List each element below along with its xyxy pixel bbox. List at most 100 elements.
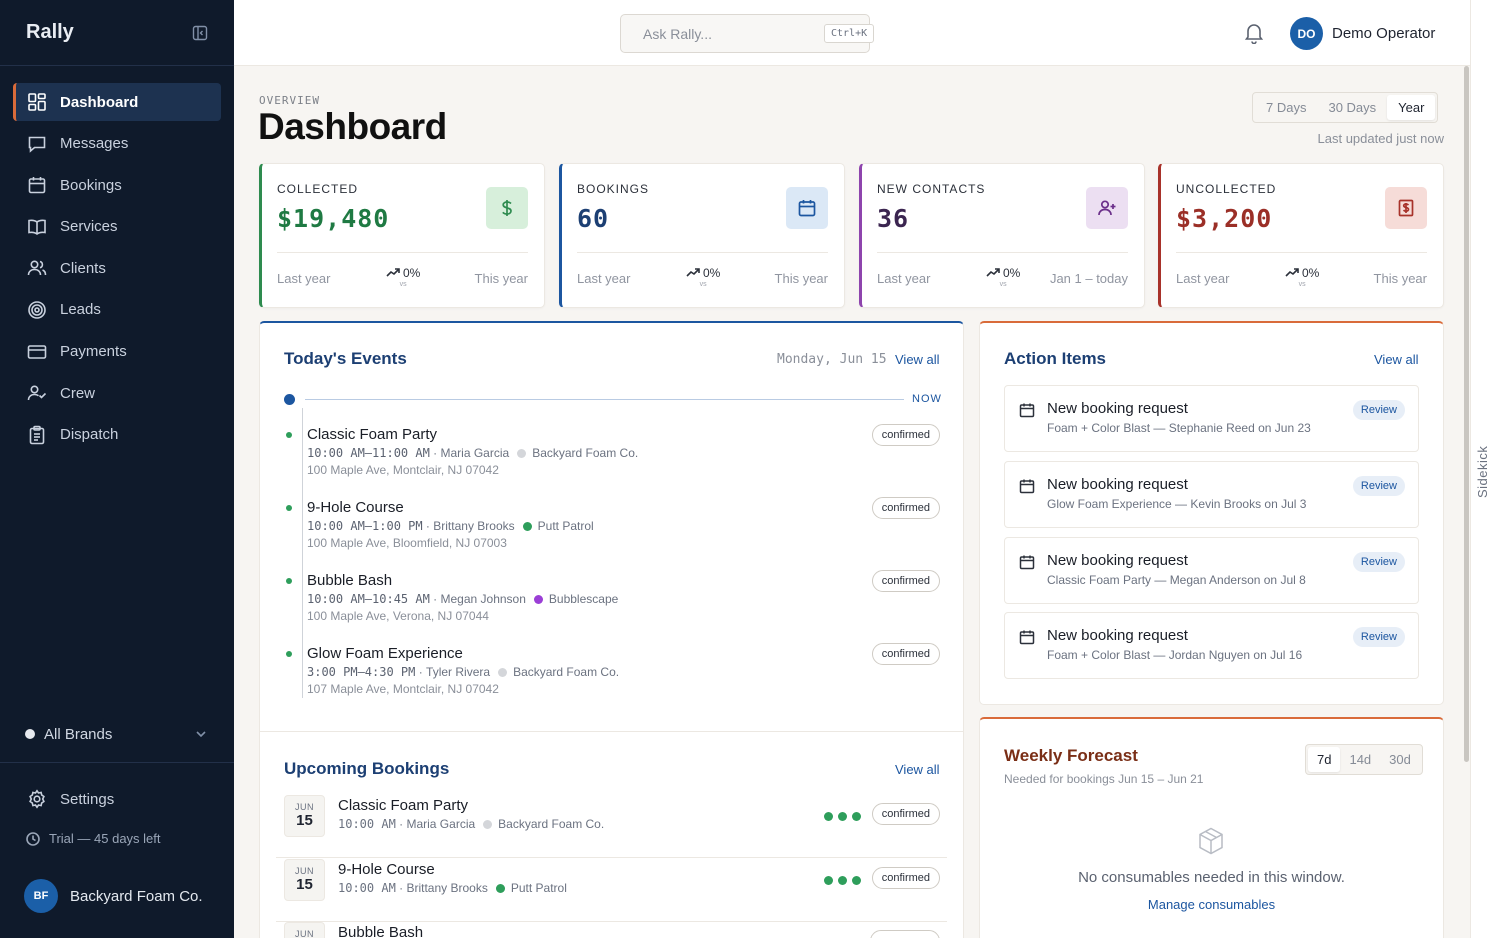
range-30-days[interactable]: 30 Days (1328, 100, 1377, 115)
trend-vs: vs (699, 281, 707, 288)
event-item[interactable]: Bubble Bash 10:00 AM–10:45 AM · Megan Jo… (284, 570, 940, 636)
stat-value: 36 (877, 204, 910, 233)
brand-filter-select[interactable]: All Brands (13, 718, 221, 750)
sidebar-item-crew[interactable]: Crew (13, 374, 221, 412)
action-item[interactable]: New booking request Foam + Color Blast —… (1004, 612, 1419, 679)
user-menu[interactable]: DO Demo Operator (1290, 17, 1435, 50)
sidebar-item-dashboard[interactable]: Dashboard (13, 83, 221, 121)
range-year[interactable]: Year (1387, 95, 1436, 120)
event-item[interactable]: 9-Hole Course 10:00 AM–1:00 PM · Brittan… (284, 497, 940, 563)
range-14d[interactable]: 14d (1349, 752, 1372, 767)
brand-filter-label: All Brands (44, 725, 113, 743)
action-items-view-all-link[interactable]: View all (1374, 352, 1419, 367)
event-title: Glow Foam Experience (307, 645, 463, 662)
calendar-icon (1019, 630, 1035, 645)
event-address: 100 Maple Ave, Bloomfield, NJ 07003 (307, 536, 507, 550)
range-7-days[interactable]: 7 Days (1266, 100, 1307, 115)
app-logo: Rally (26, 21, 74, 43)
stat-icon-box (786, 187, 828, 229)
events-view-all-link[interactable]: View all (895, 352, 940, 367)
stat-compare-left: Last year (877, 271, 931, 286)
now-line (305, 399, 904, 400)
trend-value: 0% (1003, 266, 1021, 280)
stat-trend: 0% vs (386, 266, 420, 288)
bell-icon[interactable] (1244, 22, 1264, 44)
user-name: Demo Operator (1332, 25, 1436, 42)
review-button[interactable]: Review (1352, 627, 1405, 647)
action-title: New booking request (1047, 476, 1188, 493)
booking-meta: 10:00 AM · Brittany Brooks Putt Patrol (338, 881, 567, 895)
sidebar-nav: Dashboard Messages Bookings Services Cli… (0, 66, 234, 454)
stat-trend: 0% vs (1285, 266, 1319, 288)
booking-row[interactable]: JUN Bubble Bash (276, 922, 947, 938)
stat-card-new-contacts[interactable]: NEW CONTACTS 36 Last year 0% vs Jan 1 – … (859, 163, 1145, 308)
sidebar-item-services[interactable]: Services (13, 208, 221, 246)
event-bullet (286, 651, 292, 657)
sidebar: Rally Dashboard Messages Bookings Servic… (0, 0, 234, 938)
action-title: New booking request (1047, 400, 1188, 417)
action-item[interactable]: New booking request Classic Foam Party —… (1004, 537, 1419, 604)
brand-dot (25, 729, 35, 739)
calendar-icon (1019, 403, 1035, 418)
event-item[interactable]: Glow Foam Experience 3:00 PM–4:30 PM · T… (284, 643, 940, 709)
event-address: 100 Maple Ave, Verona, NJ 07044 (307, 609, 489, 623)
users-icon (27, 260, 47, 276)
action-item[interactable]: New booking request Foam + Color Blast —… (1004, 385, 1419, 452)
action-title: New booking request (1047, 627, 1188, 644)
topbar: Ctrl+K DO Demo Operator (234, 0, 1470, 66)
stat-divider (877, 252, 1128, 253)
calendar-icon (28, 177, 46, 194)
review-button[interactable]: Review (1352, 476, 1405, 496)
status-badge (870, 930, 940, 938)
search-box[interactable]: Ctrl+K (620, 14, 875, 53)
sidebar-item-messages[interactable]: Messages (13, 125, 221, 163)
action-item[interactable]: New booking request Glow Foam Experience… (1004, 461, 1419, 528)
avatar: DO (1290, 17, 1323, 50)
status-badge: confirmed (871, 497, 940, 519)
account-switcher[interactable]: BF Backyard Foam Co. (24, 879, 203, 913)
brand-dot (498, 667, 508, 677)
booking-row[interactable]: JUN 15 9-Hole Course 10:00 AM · Brittany… (276, 859, 947, 922)
sidebar-item-settings[interactable]: Settings (13, 780, 221, 818)
booking-row[interactable]: JUN 15 Classic Foam Party 10:00 AM · Mar… (276, 795, 947, 858)
action-title: New booking request (1047, 552, 1188, 569)
date-range-toggle: 7 Days 30 Days Year (1252, 92, 1439, 123)
status-badge: confirmed (871, 803, 940, 825)
account-name: Backyard Foam Co. (70, 887, 203, 905)
collapse-sidebar-icon[interactable] (192, 25, 208, 41)
stat-icon-box (1385, 187, 1427, 229)
event-item[interactable]: Classic Foam Party 10:00 AM–11:00 AM · M… (284, 424, 940, 490)
sidebar-item-bookings[interactable]: Bookings (13, 166, 221, 204)
upcoming-view-all-link[interactable]: View all (895, 762, 940, 777)
brand-dot (483, 819, 493, 829)
stat-card-collected[interactable]: COLLECTED $19,480 Last year 0% vs This y… (259, 163, 545, 308)
sidebar-item-leads[interactable]: Leads (13, 291, 221, 329)
booking-date: JUN 15 (284, 859, 325, 901)
events-date: Monday, Jun 15 (777, 352, 887, 367)
settings-label: Settings (60, 790, 115, 808)
scrollbar[interactable] (1464, 66, 1469, 762)
trend-vs: vs (1298, 281, 1306, 288)
sidekick-rail[interactable]: Sidekick (1470, 0, 1500, 938)
search-input[interactable] (643, 25, 824, 42)
review-button[interactable]: Review (1352, 400, 1405, 420)
stat-card-uncollected[interactable]: UNCOLLECTED $3,200 Last year 0% vs This … (1158, 163, 1444, 308)
action-subtitle: Foam + Color Blast — Stephanie Reed on J… (1047, 421, 1311, 435)
range-7d[interactable]: 7d (1308, 747, 1341, 772)
trend-up-icon (986, 268, 1000, 277)
review-button[interactable]: Review (1352, 552, 1405, 572)
stat-divider (277, 252, 528, 253)
sidebar-item-dispatch[interactable]: Dispatch (13, 416, 221, 454)
manage-consumables-link[interactable]: Manage consumables (1147, 897, 1276, 912)
range-30d[interactable]: 30d (1389, 752, 1411, 767)
stat-card-bookings[interactable]: BOOKINGS 60 Last year 0% vs This year (559, 163, 845, 308)
stat-compare-right: This year (1373, 271, 1427, 286)
stat-compare-right: Jan 1 – today (1049, 271, 1128, 286)
booking-time: 10:00 AM (338, 817, 396, 831)
sidebar-item-clients[interactable]: Clients (13, 249, 221, 287)
event-title: 9-Hole Course (307, 499, 404, 516)
dollar-icon (502, 200, 512, 216)
sidebar-item-payments[interactable]: Payments (13, 333, 221, 371)
trend-up-icon (386, 268, 400, 277)
events-title: Today's Events (284, 349, 407, 368)
